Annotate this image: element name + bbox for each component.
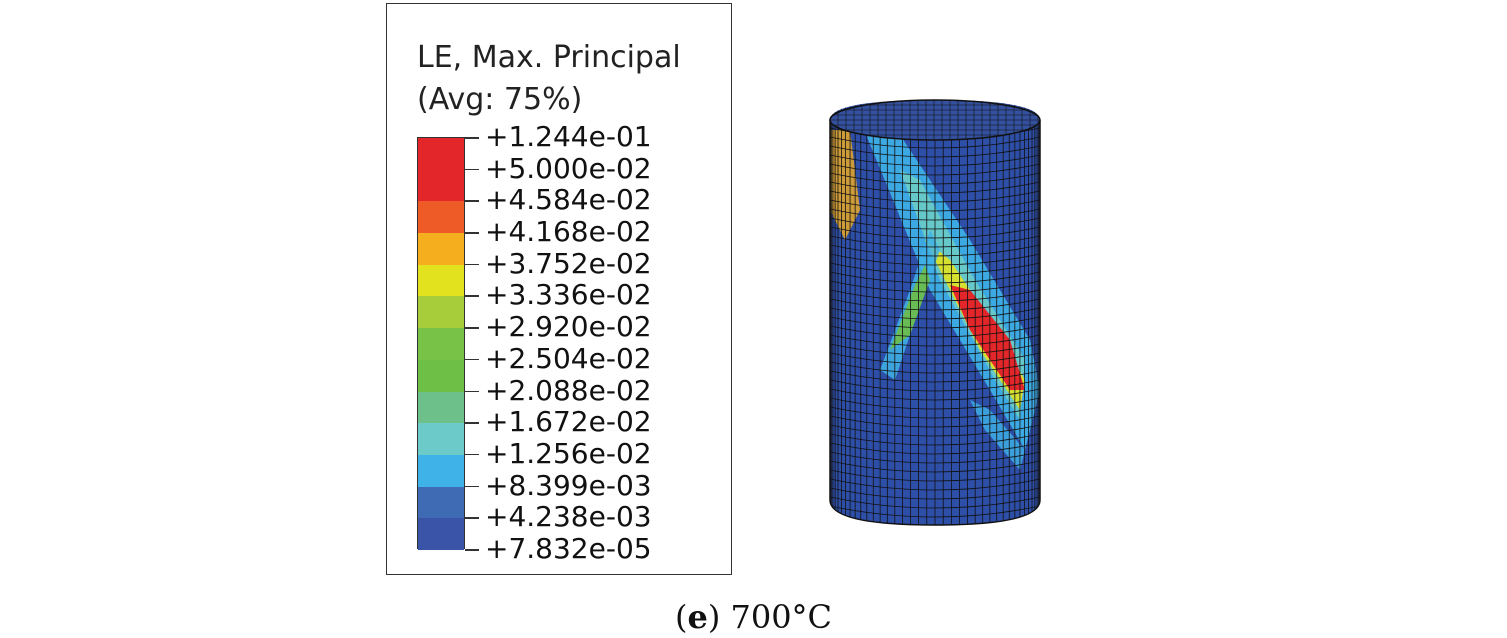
colorbar-band [418, 233, 464, 266]
colorbar-tick-label: +2.088e-02 [485, 373, 652, 407]
legend-panel: LE, Max. Principal (Avg: 75%) +1.244e-01… [386, 3, 732, 575]
mesh-line [830, 379, 1040, 392]
colorbar-tick [465, 390, 479, 393]
mesh-line [830, 235, 1040, 248]
colorbar-band [418, 518, 464, 551]
mesh-line [830, 262, 1040, 275]
colorbar-band [418, 169, 464, 202]
mesh-line [830, 172, 1040, 185]
colorbar-tick-label: +1.244e-01 [485, 120, 652, 153]
mesh-line [830, 154, 1040, 167]
colorbar-tick [465, 358, 479, 361]
mesh-line [830, 334, 1040, 347]
colorbar-tick [465, 295, 479, 297]
mesh-line [830, 208, 1040, 221]
colorbar-tick-label: +4.238e-03 [485, 500, 652, 534]
mesh-line [830, 397, 1040, 410]
caption-letter: e [687, 598, 708, 636]
mesh-line [830, 460, 1040, 473]
colorbar-tick-label: +5.000e-02 [485, 151, 652, 185]
colorbar-tick-label: +1.256e-02 [485, 436, 652, 470]
legend-title: LE, Max. Principal [417, 40, 681, 75]
colorbar-tick-label: +1.672e-02 [485, 405, 652, 439]
colorbar-band [418, 454, 464, 488]
mesh-line [830, 181, 1040, 194]
top-outline [829, 99, 1041, 141]
colorbar-tick-label: +2.504e-02 [485, 341, 652, 375]
colorbar-tick-label: +4.584e-02 [485, 183, 652, 217]
legend-subtitle: (Avg: 75%) [417, 82, 583, 117]
colorbar-tick [465, 200, 479, 202]
mesh-line [830, 424, 1040, 437]
colorbar-band [418, 359, 464, 393]
colorbar-band [418, 328, 464, 361]
colorbar-tick-label: +8.399e-03 [485, 468, 652, 502]
mesh-line [830, 163, 1040, 176]
mesh-line [830, 469, 1040, 482]
mesh-line [830, 253, 1040, 266]
colorbar [417, 137, 465, 551]
caption-text: 700°C [730, 598, 833, 636]
mesh-line [830, 316, 1040, 329]
mesh-line [830, 298, 1040, 311]
mesh-line [830, 226, 1040, 239]
fem-cylinder-mesh [829, 99, 1041, 526]
mesh-line [830, 145, 1040, 158]
mesh-line [830, 478, 1040, 491]
figure-caption: (e) 700°C [674, 598, 833, 636]
mesh-line [830, 505, 1040, 518]
mesh-line [830, 451, 1040, 464]
colorbar-tick [465, 517, 479, 519]
colorbar-band [418, 391, 464, 424]
colorbar-tick [465, 168, 479, 171]
colorbar-tick-label: +3.752e-02 [485, 246, 652, 280]
mesh-line [830, 433, 1040, 446]
colorbar-band [418, 423, 464, 456]
mesh-line [830, 343, 1040, 356]
mesh-line [830, 370, 1040, 383]
mesh-line [830, 406, 1040, 419]
cylinder-body [830, 100, 1040, 525]
mesh-line [830, 271, 1040, 284]
mesh-line [830, 442, 1040, 455]
mesh-line [830, 352, 1040, 365]
mesh-line [830, 280, 1040, 293]
mesh-line [830, 289, 1040, 302]
colorbar-tick [465, 453, 479, 456]
mesh-line [830, 325, 1040, 338]
mesh-line [830, 487, 1040, 500]
colorbar-tick [465, 137, 479, 139]
colorbar-tick-label: +2.920e-02 [485, 310, 652, 344]
colorbar-tick [465, 422, 479, 424]
colorbar-tick [465, 549, 479, 551]
cylinder-outline [829, 120, 1041, 526]
colorbar-tick-label: +4.168e-02 [485, 215, 652, 249]
shear-band-peak [950, 285, 1025, 390]
colorbar-band [418, 201, 464, 234]
colorbar-tick-label: +3.336e-02 [485, 278, 652, 312]
colorbar-tick-label: +7.832e-05 [485, 532, 652, 565]
colorbar-band [418, 264, 464, 297]
mesh-line [830, 388, 1040, 401]
colorbar-tick [465, 263, 479, 266]
colorbar-band [418, 296, 464, 329]
mesh-line [830, 190, 1040, 203]
mesh-line [830, 199, 1040, 212]
colorbar-tick [465, 327, 479, 329]
mesh-line [830, 307, 1040, 320]
mesh-line [830, 361, 1040, 374]
mesh-line [830, 415, 1040, 428]
mesh-line [830, 136, 1040, 149]
colorbar-band [418, 486, 464, 519]
mesh-line [830, 217, 1040, 230]
mesh-line [830, 244, 1040, 257]
colorbar-tick [465, 232, 479, 234]
shear-band-left-inner [890, 265, 930, 350]
shear-band-lower [970, 400, 1025, 470]
colorbar-tick [465, 485, 479, 488]
colorbar-band [418, 138, 464, 171]
mesh-line [830, 496, 1040, 509]
